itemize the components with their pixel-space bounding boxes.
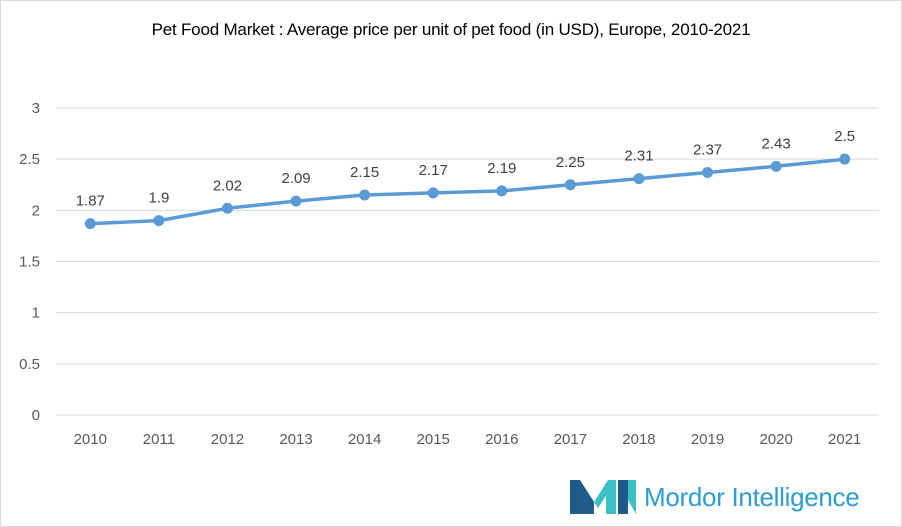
data-point (427, 187, 439, 199)
data-point (221, 202, 233, 214)
data-label: 2.43 (762, 135, 791, 152)
x-tick-label: 2019 (691, 431, 724, 448)
x-tick-label: 2021 (828, 431, 861, 448)
x-tick-label: 2010 (74, 431, 107, 448)
x-tick-label: 2016 (485, 431, 518, 448)
data-label: 2.15 (350, 164, 379, 181)
data-point (153, 215, 165, 227)
data-label: 2.31 (624, 148, 653, 165)
data-label: 2.02 (213, 177, 242, 194)
x-axis-ticks: 2010 2011 2012 2013 2014 2015 2016 2017 2018 2019… (74, 431, 862, 448)
data-label: 2.19 (487, 160, 516, 177)
data-labels: 1.87 1.9 2.02 2.09 2.15 2.17 2.19 2.25 2.31 2.37 2… (76, 128, 855, 209)
y-tick-label: 3 (32, 100, 40, 117)
brand-logo: Mordor Intelligence (570, 480, 860, 514)
x-tick-label: 2018 (622, 431, 655, 448)
y-tick-label: 0.5 (19, 356, 40, 373)
data-point (633, 173, 645, 185)
data-label: 2.25 (556, 154, 585, 171)
mordor-logo-icon (570, 480, 636, 514)
chart-title: Pet Food Market : Average price per unit… (151, 20, 751, 39)
x-tick-label: 2015 (417, 431, 450, 448)
y-tick-label: 1 (32, 305, 40, 322)
y-tick-label: 0 (32, 407, 40, 424)
series-line (88, 157, 847, 226)
data-label: 2.37 (693, 141, 722, 158)
data-point (839, 153, 851, 165)
x-tick-label: 2011 (143, 431, 175, 448)
brand-name-part1: Mordor (644, 481, 725, 512)
data-label: 1.87 (76, 193, 105, 210)
y-tick-label: 1.5 (19, 254, 40, 271)
gridlines (56, 107, 879, 416)
data-point (496, 185, 508, 197)
x-tick-label: 2012 (211, 431, 244, 448)
x-tick-label: 2020 (759, 431, 792, 448)
y-axis-ticks: 0 0.5 1 1.5 2 2.5 3 (19, 100, 40, 424)
data-point (84, 218, 96, 230)
data-point (359, 189, 371, 201)
data-point (702, 166, 714, 178)
series-points (84, 153, 851, 230)
data-label: 1.9 (148, 190, 169, 207)
x-tick-label: 2013 (279, 431, 312, 448)
data-label: 2.09 (281, 170, 310, 187)
brand-name-part2: Intelligence (724, 481, 860, 512)
data-label: 2.5 (834, 128, 855, 145)
data-point (564, 179, 576, 191)
y-tick-label: 2 (32, 202, 40, 219)
brand-name: Mordor Intelligence (644, 481, 860, 513)
y-tick-label: 2.5 (19, 151, 40, 168)
data-point (290, 195, 302, 207)
data-point (770, 160, 782, 172)
x-tick-label: 2014 (348, 431, 381, 448)
x-tick-label: 2017 (554, 431, 587, 448)
data-label: 2.17 (419, 162, 448, 179)
